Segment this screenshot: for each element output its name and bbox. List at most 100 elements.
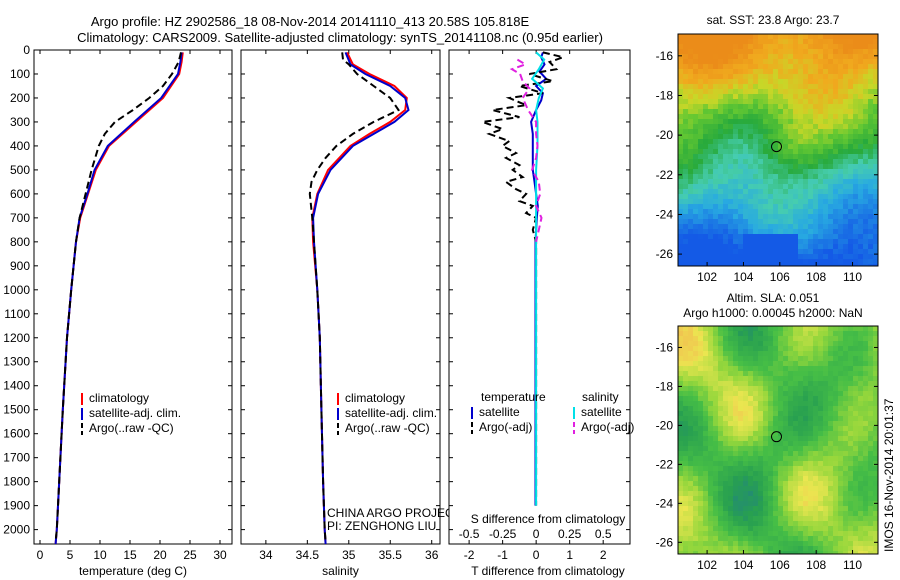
map-cell — [808, 39, 814, 45]
map-cell — [798, 194, 804, 200]
map-cell — [758, 396, 764, 402]
map-cell — [678, 189, 684, 195]
map-cell — [683, 476, 689, 482]
map-cell — [723, 109, 729, 115]
temp-legend-1-label: satellite-adj. clim. — [89, 406, 181, 420]
map-cell — [693, 99, 699, 105]
map-cell — [798, 189, 804, 195]
map-cell — [863, 471, 869, 477]
map-cell — [773, 224, 779, 230]
map-cell — [743, 224, 749, 230]
map-cell — [823, 89, 829, 95]
map-cell — [778, 356, 784, 362]
map-cell — [863, 481, 869, 487]
map-cell — [833, 406, 839, 412]
map-cell — [693, 164, 699, 170]
map-cell — [738, 526, 744, 532]
map-cell — [688, 144, 694, 150]
map-cell — [873, 496, 878, 502]
map-cell — [873, 466, 878, 472]
y-tick-label: 1000 — [3, 283, 30, 297]
map-cell — [773, 541, 779, 547]
map-cell — [873, 336, 878, 342]
map-cell — [863, 259, 869, 265]
map-cell — [718, 511, 724, 517]
map-cell — [733, 124, 739, 130]
map-cell — [773, 169, 779, 175]
map-cell — [823, 184, 829, 190]
map-cell — [758, 124, 764, 130]
map-cell — [728, 224, 734, 230]
map-cell — [683, 491, 689, 497]
map-cell — [683, 421, 689, 427]
map-cell — [793, 456, 799, 462]
map-cell — [788, 184, 794, 190]
map-cell — [818, 224, 824, 230]
map-cell — [688, 169, 694, 175]
map-cell — [868, 531, 874, 537]
map-cell — [773, 546, 779, 552]
map-cell — [733, 159, 739, 165]
map-cell — [813, 74, 819, 80]
x-tick-label: 5 — [67, 548, 74, 562]
map-cell — [798, 234, 804, 240]
map-cell — [873, 461, 878, 467]
map-cell — [763, 416, 769, 422]
map-cell — [728, 416, 734, 422]
map-cell — [858, 194, 864, 200]
map-cell — [823, 44, 829, 50]
map-cell — [798, 386, 804, 392]
map-cell — [843, 396, 849, 402]
map-cell — [758, 109, 764, 115]
map-cell — [863, 356, 869, 362]
map-cell — [688, 511, 694, 517]
map-cell — [843, 541, 849, 547]
map-cell — [833, 466, 839, 472]
map-cell — [748, 426, 754, 432]
map-cell — [818, 506, 824, 512]
map-cell — [833, 531, 839, 537]
map-cell — [838, 164, 844, 170]
map-cell — [758, 114, 764, 120]
map-cell — [843, 456, 849, 462]
map-cell — [738, 406, 744, 412]
map-cell — [678, 134, 684, 140]
map-cell — [778, 371, 784, 377]
map-cell — [853, 39, 859, 45]
map-cell — [743, 69, 749, 75]
map-cell — [818, 521, 824, 527]
map-cell — [818, 144, 824, 150]
map-cell — [858, 254, 864, 260]
map-cell — [768, 224, 774, 230]
map-cell — [783, 119, 789, 125]
map-cell — [733, 169, 739, 175]
map-cell — [758, 331, 764, 337]
map-cell — [843, 326, 849, 332]
map-cell — [713, 491, 719, 497]
map-cell — [728, 109, 734, 115]
map-cell — [723, 341, 729, 347]
map-cell — [808, 431, 814, 437]
map-cell — [723, 511, 729, 517]
map-cell — [798, 481, 804, 487]
map-cell — [868, 356, 874, 362]
map-cell — [723, 114, 729, 120]
map-cell — [713, 224, 719, 230]
map-cell — [778, 139, 784, 145]
map-cell — [768, 376, 774, 382]
map-cell — [703, 371, 709, 377]
map-cell — [763, 531, 769, 537]
map-cell — [843, 471, 849, 477]
map-cell — [843, 169, 849, 175]
map-cell — [713, 239, 719, 245]
map-cell — [763, 331, 769, 337]
map-cell — [713, 89, 719, 95]
map-cell — [828, 471, 834, 477]
map-cell — [753, 139, 759, 145]
map-cell — [708, 184, 714, 190]
map-cell — [753, 229, 759, 235]
map-cell — [798, 244, 804, 250]
map-cell — [783, 134, 789, 140]
map-cell — [693, 481, 699, 487]
map-cell — [768, 64, 774, 70]
